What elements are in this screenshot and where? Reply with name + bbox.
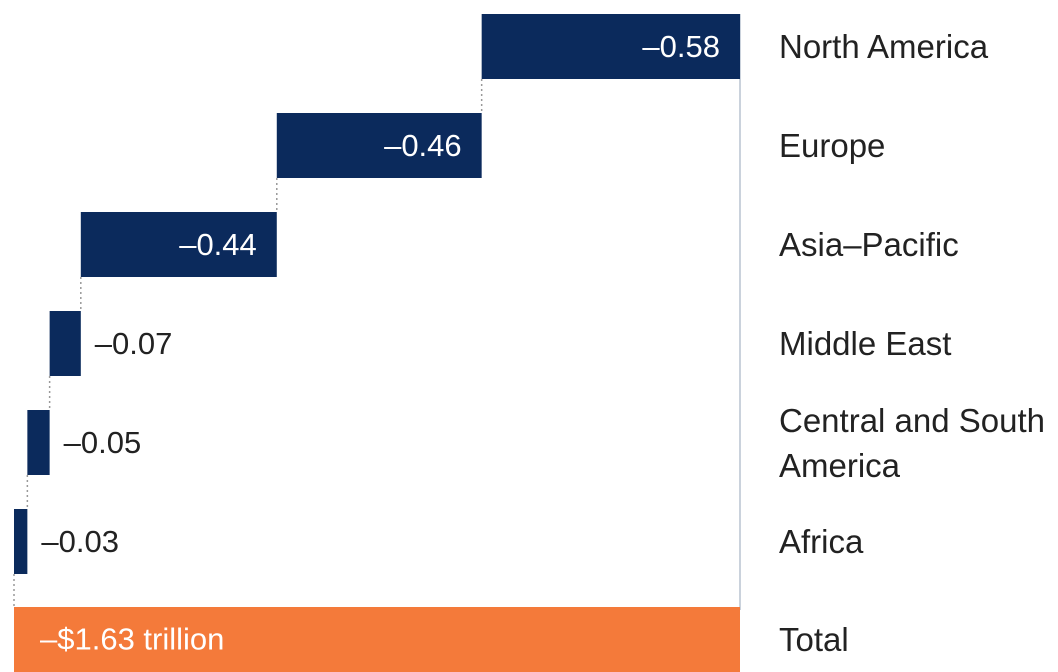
total-value-label: –$1.63 trillion: [40, 622, 224, 657]
value-label: –0.03: [41, 524, 119, 559]
category-label: North America: [779, 28, 989, 65]
bar: [481, 14, 740, 79]
category-label: Middle East: [779, 325, 952, 362]
total-bar: [14, 607, 740, 672]
bar: [27, 410, 50, 475]
value-label: –0.46: [384, 128, 462, 163]
category-label: Africa: [779, 523, 864, 560]
value-label: –0.07: [95, 326, 173, 361]
value-label: –0.44: [179, 227, 257, 262]
plot: –0.58 –0.46 –0.44 –0.07 –0.05 –0.03 –$1.63 tri…: [13, 14, 741, 672]
category-label: Asia–Pacific: [779, 226, 959, 263]
category-label: Central and South America: [779, 401, 1046, 484]
bar: [276, 113, 482, 178]
bar: [49, 311, 81, 376]
category-label: Europe: [779, 127, 886, 164]
category-label: Total: [779, 621, 849, 658]
bar: [80, 212, 277, 277]
value-label: –0.58: [642, 29, 720, 64]
bar: [14, 509, 28, 574]
value-label: –0.05: [64, 425, 142, 460]
